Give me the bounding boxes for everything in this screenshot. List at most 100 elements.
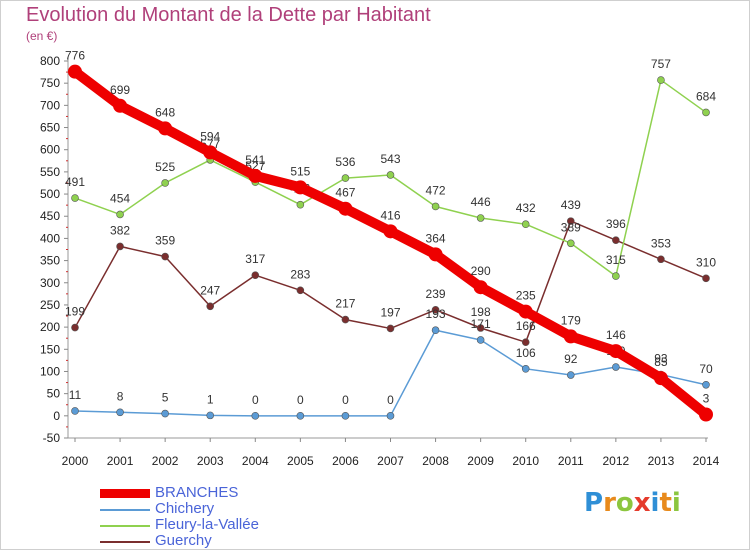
y-tick-label: 0 bbox=[53, 409, 60, 423]
data-label-fleury-la-vall-e: 757 bbox=[651, 57, 671, 71]
data-point-guerchy bbox=[341, 315, 350, 324]
data-label-guerchy: 198 bbox=[471, 305, 491, 319]
data-point-guerchy bbox=[206, 302, 215, 311]
data-label-branches: 3 bbox=[703, 391, 710, 405]
data-point-branches bbox=[473, 280, 488, 295]
data-label-fleury-la-vall-e: 454 bbox=[110, 191, 130, 205]
data-point-branches bbox=[293, 180, 308, 195]
data-label-chichery: 8 bbox=[117, 389, 124, 403]
data-label-guerchy: 283 bbox=[290, 267, 310, 281]
data-point-branches bbox=[248, 168, 263, 183]
x-tick-label: 2010 bbox=[512, 454, 539, 468]
data-label-branches: 146 bbox=[606, 328, 626, 342]
y-tick-label: -50 bbox=[43, 431, 61, 445]
logo-letter: P bbox=[584, 488, 604, 518]
data-label-branches: 699 bbox=[110, 83, 130, 97]
data-label-branches: 85 bbox=[654, 355, 668, 369]
data-label-guerchy: 317 bbox=[245, 252, 265, 266]
data-point-chichery bbox=[116, 408, 124, 417]
legend-swatch-guerchy bbox=[100, 541, 150, 543]
legend-label-guerchy: Guerchy bbox=[155, 532, 212, 549]
data-label-chichery: 0 bbox=[342, 393, 349, 407]
data-label-branches: 648 bbox=[155, 105, 175, 119]
legend-swatch-fleury bbox=[100, 525, 150, 527]
data-label-fleury-la-vall-e: 432 bbox=[516, 201, 536, 215]
data-point-guerchy bbox=[161, 252, 169, 261]
data-point-branches bbox=[428, 247, 443, 262]
x-tick-label: 2003 bbox=[197, 454, 224, 468]
y-tick-label: 200 bbox=[40, 320, 60, 334]
y-tick-label: 700 bbox=[40, 98, 60, 112]
data-point-guerchy bbox=[521, 338, 530, 346]
y-tick-label: 750 bbox=[40, 76, 60, 90]
data-point-branches bbox=[68, 64, 82, 79]
data-point-guerchy bbox=[657, 255, 665, 264]
y-tick-label: 250 bbox=[40, 298, 60, 312]
data-label-fleury-la-vall-e: 446 bbox=[471, 195, 491, 209]
x-tick-label: 2011 bbox=[558, 454, 584, 468]
data-point-guerchy bbox=[431, 306, 440, 314]
data-label-fleury-la-vall-e: 472 bbox=[426, 183, 446, 197]
data-label-fleury-la-vall-e: 491 bbox=[65, 175, 85, 189]
data-label-guerchy: 353 bbox=[651, 236, 671, 250]
data-point-fleury-la-vall-e bbox=[341, 174, 350, 182]
x-tick-label: 2007 bbox=[377, 454, 404, 468]
data-point-branches bbox=[563, 329, 578, 344]
data-point-branches bbox=[158, 121, 173, 136]
data-label-branches: 416 bbox=[380, 208, 400, 222]
data-label-chichery: 106 bbox=[516, 346, 536, 360]
data-label-guerchy: 439 bbox=[561, 198, 581, 212]
data-point-branches bbox=[699, 407, 713, 422]
proxiti-logo: Proxiti bbox=[584, 488, 681, 518]
data-point-guerchy bbox=[476, 324, 485, 332]
data-label-chichery: 171 bbox=[471, 317, 491, 331]
data-label-guerchy: 359 bbox=[155, 234, 175, 248]
x-tick-label: 2001 bbox=[107, 454, 134, 468]
y-tick-label: 450 bbox=[40, 209, 60, 223]
data-label-branches: 290 bbox=[471, 264, 491, 278]
data-point-fleury-la-vall-e bbox=[386, 171, 395, 179]
data-label-chichery: 11 bbox=[69, 388, 82, 402]
data-point-guerchy bbox=[702, 274, 710, 283]
logo-letter: o bbox=[615, 488, 634, 518]
logo-letter: x bbox=[633, 488, 651, 518]
data-point-fleury-la-vall-e bbox=[116, 210, 124, 219]
data-point-guerchy bbox=[386, 324, 395, 333]
data-point-chichery bbox=[702, 380, 710, 389]
x-tick-label: 2014 bbox=[693, 454, 720, 468]
x-tick-label: 2002 bbox=[152, 454, 179, 468]
data-point-fleury-la-vall-e bbox=[431, 202, 440, 211]
y-tick-label: 800 bbox=[40, 54, 60, 68]
data-point-chichery bbox=[476, 336, 485, 344]
y-tick-label: 350 bbox=[40, 254, 60, 268]
data-point-fleury-la-vall-e bbox=[612, 272, 620, 280]
data-label-branches: 179 bbox=[561, 313, 581, 327]
y-tick-label: 650 bbox=[40, 121, 60, 135]
data-point-chichery bbox=[431, 326, 440, 335]
data-label-guerchy: 166 bbox=[516, 319, 536, 333]
y-tick-label: 550 bbox=[40, 165, 60, 179]
data-label-branches: 235 bbox=[516, 289, 536, 303]
data-label-guerchy: 197 bbox=[380, 305, 400, 319]
data-point-fleury-la-vall-e bbox=[296, 200, 305, 209]
data-label-branches: 541 bbox=[245, 153, 265, 167]
y-tick-label: 600 bbox=[40, 143, 60, 157]
data-label-fleury-la-vall-e: 684 bbox=[696, 89, 716, 103]
data-point-fleury-la-vall-e bbox=[566, 239, 575, 248]
data-label-guerchy: 199 bbox=[65, 305, 85, 319]
data-label-guerchy: 382 bbox=[110, 223, 130, 237]
data-label-fleury-la-vall-e: 536 bbox=[335, 155, 355, 169]
y-tick-label: 300 bbox=[40, 276, 60, 290]
data-point-branches bbox=[203, 145, 218, 160]
data-label-chichery: 1 bbox=[207, 392, 214, 406]
data-point-fleury-la-vall-e bbox=[161, 179, 169, 187]
data-label-fleury-la-vall-e: 389 bbox=[561, 220, 581, 234]
data-label-fleury-la-vall-e: 543 bbox=[380, 152, 400, 166]
data-point-chichery bbox=[71, 407, 79, 415]
y-tick-label: 50 bbox=[47, 387, 61, 401]
x-tick-label: 2004 bbox=[242, 454, 269, 468]
data-label-chichery: 0 bbox=[297, 393, 304, 407]
data-label-fleury-la-vall-e: 525 bbox=[155, 160, 175, 174]
